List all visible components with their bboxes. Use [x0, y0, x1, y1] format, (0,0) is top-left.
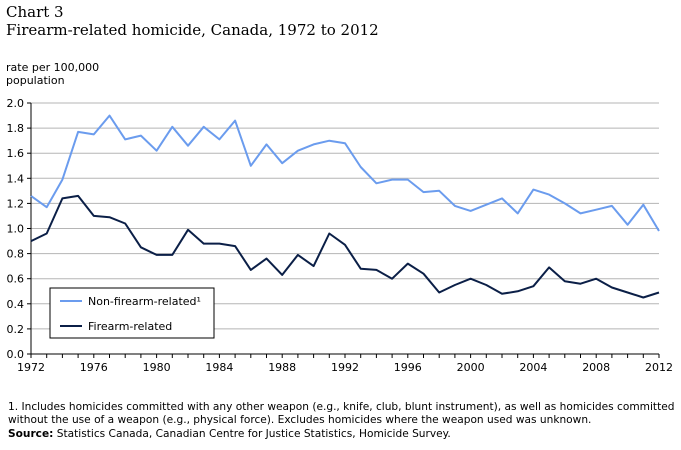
y-tick-label: 2.0 — [7, 97, 25, 110]
y-tick-label: 1.2 — [7, 197, 25, 210]
y-tick-label: 1.6 — [7, 147, 25, 160]
x-tick-label: 2012 — [645, 361, 673, 374]
x-tick-label: 1984 — [205, 361, 233, 374]
legend-label-firearm: Firearm-related — [88, 320, 172, 333]
chart-number: Chart 3 — [6, 3, 64, 21]
series-lines — [30, 114, 660, 299]
x-tick-label: 1980 — [143, 361, 171, 374]
y-tick-label: 0.6 — [7, 273, 25, 286]
x-tick-label: 1996 — [394, 361, 422, 374]
y-tick-label: 1.8 — [7, 122, 25, 135]
y-tick-label: 1.0 — [7, 223, 25, 236]
x-tick-label: 1976 — [80, 361, 108, 374]
x-tick-label: 2000 — [457, 361, 485, 374]
series-line-firearm — [30, 194, 660, 299]
y-tick-label: 1.4 — [7, 172, 25, 185]
gridlines — [31, 102, 659, 330]
y-tick-label: 0.4 — [7, 298, 25, 311]
y-tick-label: 0.8 — [7, 248, 25, 261]
source-text: Statistics Canada, Canadian Centre for J… — [56, 428, 451, 440]
footnote: 1. Includes homicides committed with any… — [8, 401, 675, 426]
series-line-non_firearm — [30, 114, 660, 232]
x-tick-label: 2004 — [519, 361, 547, 374]
x-tick-label: 2008 — [582, 361, 610, 374]
y-tick-label: 0.2 — [7, 323, 25, 336]
x-axis-ticks: 1972 1976 1980 1984 1988 1992 1996 2000 2004 2008… — [17, 354, 673, 374]
chart-title: Firearm-related homicide, Canada, 1972 t… — [6, 21, 379, 39]
y-axis-unit-label: rate per 100,000 population — [6, 61, 100, 87]
source-note: Source: Statistics Canada, Canadian Cent… — [8, 428, 676, 441]
title-block: Chart 3 Firearm-related homicide, Canada… — [6, 3, 379, 39]
x-tick-label: 1992 — [331, 361, 359, 374]
legend: Non-firearm-related¹ Firearm-related — [49, 287, 215, 339]
y-tick-label: 0.0 — [7, 348, 25, 361]
line-chart: 0.00.20.40.60.81.01.21.41.61.82.0 1972 19… — [7, 97, 674, 374]
x-tick-label: 1972 — [17, 361, 45, 374]
x-tick-label: 1988 — [268, 361, 296, 374]
y-axis-ticks: 0.0 0.2 0.4 0.6 0.8 1.0 1.2 1.4 1.6 1.8 2.0 — [7, 97, 31, 361]
axes — [30, 103, 659, 355]
legend-label-non_firearm: Non-firearm-related¹ — [88, 295, 201, 308]
legend-box — [49, 287, 215, 339]
source-label: Source: — [8, 428, 54, 440]
